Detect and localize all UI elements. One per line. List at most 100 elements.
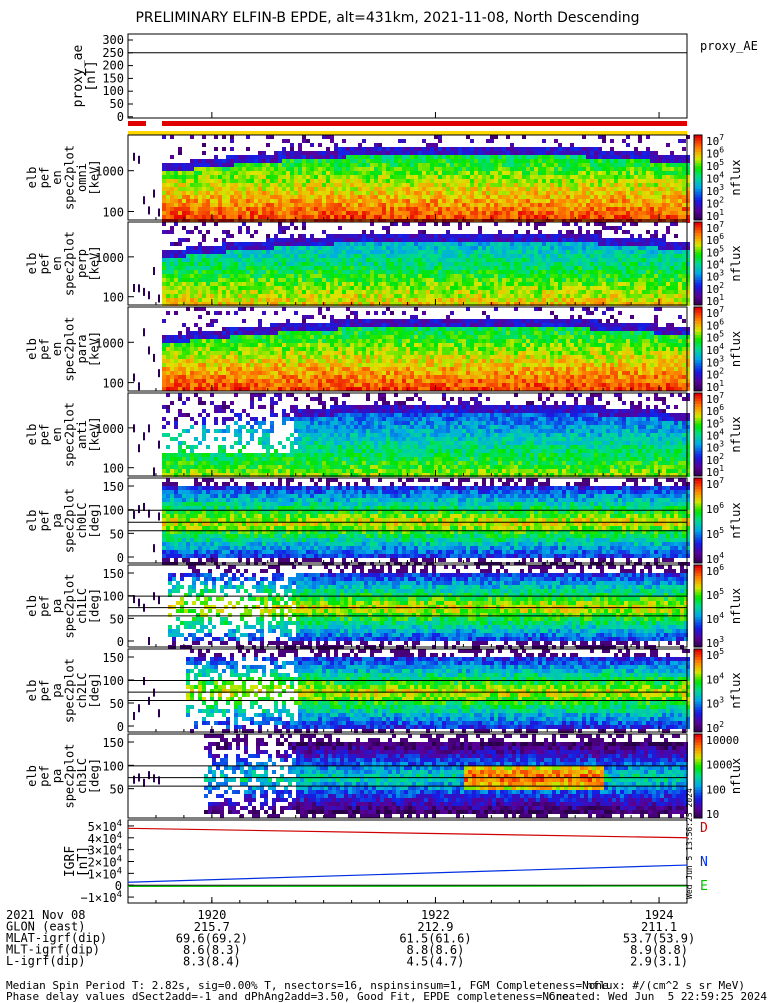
ytick-label: 50 <box>110 697 124 711</box>
noise-mark <box>138 444 140 452</box>
ytick-label: 0 <box>117 551 124 565</box>
colorbar-tick-label: 103 <box>706 696 724 711</box>
ytick-label: 0 <box>117 635 124 649</box>
colorbar-tick-label: 107 <box>706 476 724 491</box>
ytick-label: 50 <box>110 783 124 797</box>
colorbar-tick-label: 10 <box>706 808 719 821</box>
noise-mark <box>138 704 140 712</box>
ytick-label: 50 <box>110 527 124 541</box>
colorbar-tick-label: 104 <box>706 611 724 626</box>
zlabel: nflux <box>729 416 743 452</box>
noise-mark <box>138 505 140 513</box>
colorbar-label: nflux <box>729 245 743 281</box>
noise-mark <box>138 284 140 292</box>
noise-mark <box>133 776 135 784</box>
colorbar-cell <box>694 540 702 543</box>
flag-bar-red-b <box>162 121 687 126</box>
colorbar-tick-label: 1000 <box>706 759 733 772</box>
noise-mark <box>148 291 150 299</box>
colorbar-cell <box>694 557 702 560</box>
ephemeris-value: 2.9(3.1) <box>630 955 688 969</box>
flag-bar-yellow <box>128 131 687 135</box>
colorbar-cell <box>694 515 702 518</box>
noise-mark <box>133 284 135 292</box>
noise-mark <box>133 712 135 720</box>
noise-mark <box>138 599 140 607</box>
page-title: PRELIMINARY ELFIN-B EPDE, alt=431km, 202… <box>0 10 775 26</box>
colorbar-tick-label: 102 <box>706 720 724 735</box>
colorbar-label: nflux <box>729 502 743 538</box>
spectrogram-panel-5: 150100500elbpefpaspec2plotch0LC[deg]nflu… <box>25 478 743 566</box>
noise-mark <box>153 467 155 475</box>
proxy-ae-ylabel: proxy_ae[nT] <box>71 45 99 108</box>
colorbar-cell <box>694 146 702 149</box>
spectrogram-panel-7: 150100500elbpefpaspec2plotch2LC[deg]nflu… <box>25 649 743 734</box>
proxy-ae-frame <box>128 34 687 118</box>
proxy-ae-ytick: 0 <box>117 110 124 124</box>
zlabel: nflux <box>729 588 743 624</box>
zlabel: nflux <box>729 502 743 538</box>
noise-mark <box>133 511 135 519</box>
noise-mark <box>143 328 145 336</box>
noise-mark <box>153 544 155 552</box>
colorbar-cell <box>694 549 702 552</box>
ephemeris-value: 4.5(4.7) <box>407 955 465 969</box>
noise-mark <box>133 374 135 382</box>
colorbar-tick-label: 100 <box>706 783 726 796</box>
noise-mark <box>143 432 145 440</box>
colorbar-cell <box>694 163 702 166</box>
colorbar-cell <box>694 180 702 183</box>
noise-mark <box>153 267 155 275</box>
ytick-label: 100 <box>102 462 124 476</box>
ytick-label: 0 <box>117 720 124 734</box>
stamp-text: Wed Jun 5 13:56:25 2024 <box>685 788 694 899</box>
noise-mark <box>148 346 150 354</box>
noise-mark <box>138 382 140 390</box>
noise-mark <box>158 512 160 520</box>
noise-mark <box>158 369 160 377</box>
ylabel-line: [deg] <box>88 672 102 708</box>
zlabel: nflux <box>729 159 743 195</box>
ytick-label: 100 <box>102 759 124 773</box>
noise-mark <box>153 190 155 198</box>
igrf-ytick-label: −1×104 <box>80 890 122 905</box>
ylabel-line: [keV] <box>88 331 102 367</box>
igrf-legend-D: D <box>700 821 708 836</box>
colorbar-cell <box>694 197 702 200</box>
ylabel-line: [keV] <box>88 416 102 452</box>
proxy-ae-legend: proxy_AE <box>700 39 758 53</box>
colorbar-tick-label: 106 <box>706 501 724 516</box>
ylabel-line: [deg] <box>88 588 102 624</box>
zlabel: nflux <box>729 331 743 367</box>
colorbar-cell <box>694 138 702 141</box>
colorbar-label: nflux <box>729 416 743 452</box>
ylabel-line: [deg] <box>88 502 102 538</box>
zlabel: nflux <box>729 245 743 281</box>
colorbar-tick-label: 105 <box>706 647 724 662</box>
noise-mark <box>148 510 150 518</box>
colorbar-cell <box>694 172 702 175</box>
colorbar-cell <box>694 206 702 209</box>
igrf-vertical-stamp: Wed Jun 5 13:56:25 2024 <box>685 788 694 899</box>
footer-created: Created: Wed Jun 5 22:59:25 2024 <box>548 991 767 1002</box>
proxy-ae-ylabel-line: [nT] <box>84 60 99 91</box>
flag-bar-red-a <box>128 121 146 126</box>
noise-mark <box>158 294 160 302</box>
ytick-label: 150 <box>102 736 124 750</box>
noise-mark <box>148 637 150 645</box>
colorbar-tick-label: 10000 <box>706 734 739 747</box>
igrf-legend-E: E <box>700 879 708 894</box>
igrf-legend-N: N <box>700 855 708 870</box>
ytick-label: 100 <box>102 590 124 604</box>
zlabel: nflux <box>729 672 743 708</box>
